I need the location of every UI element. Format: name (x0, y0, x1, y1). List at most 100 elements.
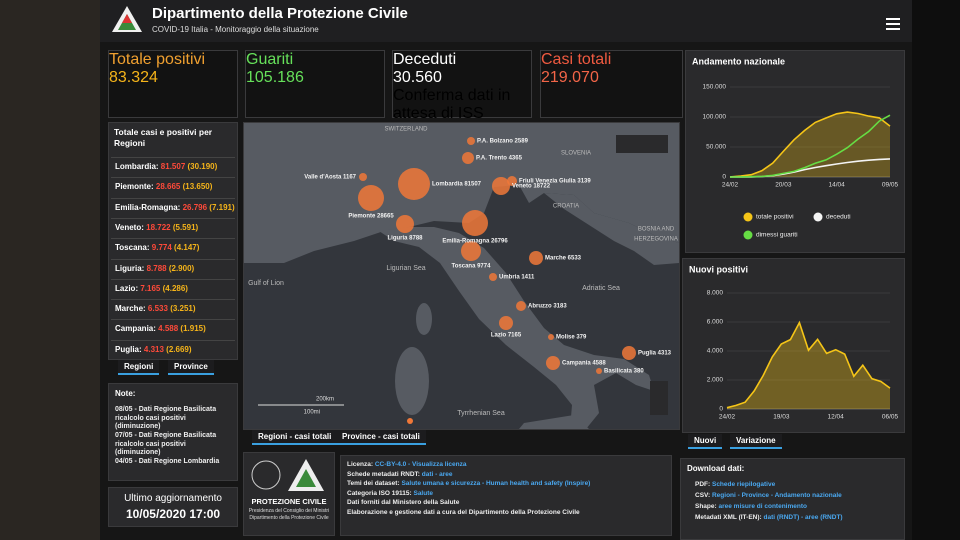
x-tick-label: 24/02 (719, 414, 736, 421)
map[interactable]: SWITZERLAND SLOVENIA CROATIA BOSNIA AND HERZ… (244, 123, 679, 429)
map-place-label: Basilicata 380 (604, 369, 644, 375)
kpi-value: 83.324 (109, 69, 158, 86)
region-name: Lombardia: (115, 162, 159, 171)
region-total: 28.665 (155, 182, 181, 192)
map-area-label: CROATIA (553, 204, 579, 210)
map-area-label: SWITZERLAND (384, 127, 428, 133)
region-row: Campania: 4.588 (1.915) (111, 319, 235, 338)
map-bubble (548, 334, 554, 340)
header-subtitle: COVID-19 Italia - Monitoraggio della sit… (152, 25, 319, 34)
download-line: PDF: Schede riepilogative (695, 481, 900, 488)
kpi-note: Conferma dati in attesa di ISS (393, 87, 511, 122)
region-name: Veneto: (115, 222, 144, 232)
map-place-label: P.A. Bolzano 2589 (477, 139, 529, 145)
map-place-label: Lazio 7165 (491, 333, 522, 339)
region-total: 18.722 (146, 222, 171, 232)
info-label: Elaborazione e gestione dati a cura del … (347, 508, 580, 516)
region-total: 6.533 (147, 304, 168, 314)
map-area-label: SLOVENIA (561, 151, 591, 157)
region-row: Toscana: 9.774 (4.147) (111, 238, 235, 257)
map-bubble (398, 168, 430, 200)
kpi-value: 105.186 (246, 69, 304, 86)
note-item: 08/05 - Dati Regione Basilicata ricalcol… (115, 406, 217, 430)
region-name: Marche: (115, 304, 146, 314)
line-fill (730, 112, 890, 177)
kpi-value: 30.560 (393, 69, 442, 86)
region-total: 8.788 (146, 263, 167, 273)
info-line: Elaborazione e gestione dati a cura del … (347, 509, 667, 516)
region-name: Campania: (115, 324, 156, 334)
map-bubble (492, 177, 510, 195)
map-bubble (596, 368, 602, 374)
region-positive: (7.191) (209, 202, 235, 212)
region-tab: Regioni (118, 360, 160, 375)
download-title: Download dati: (687, 464, 745, 473)
map-area-label: HERZEGOVINA (634, 237, 678, 243)
download-label: Metadati XML (IT-EN): (695, 514, 762, 521)
chart-panel: Nuovi positivi 0 2.000 4.000 6.000 8.000 24/02… (682, 258, 905, 433)
kpi-box: Guariti 105.186 (245, 50, 385, 118)
map-tab: Regioni - casi totali (252, 430, 338, 445)
logo-sub: Presidenza del Consiglio dei Ministri (248, 508, 330, 514)
y-tick-label: 150.000 (703, 84, 727, 91)
x-tick-label: 24/02 (722, 182, 739, 189)
region-row: Lombardia: 81.507 (30.190) (111, 157, 235, 176)
info-label: Schede metadati RNDT: (347, 470, 420, 478)
x-tick-label: 12/04 (828, 414, 845, 421)
region-positive: (30.190) (187, 162, 218, 171)
scale-label: 200km (316, 397, 334, 403)
region-name: Emilia-Romagna: (115, 202, 181, 212)
header: Dipartimento della Protezione Civile COV… (100, 0, 912, 42)
bezel (912, 0, 960, 540)
info-panel: Licenza: CC-BY-4.0 - Visualizza licenza S… (340, 455, 672, 536)
download-panel: Download dati: PDF: Schede riepilogative C… (680, 458, 905, 540)
map-area-label: Gulf of Lion (248, 280, 284, 287)
y-tick-label: 8.000 (707, 290, 724, 297)
info-link: dati - aree (421, 470, 453, 478)
region-total: 26.796 (182, 202, 208, 212)
region-row: Emilia-Romagna: 26.796 (7.191) (111, 197, 235, 217)
region-name: Puglia: (115, 344, 142, 354)
download-link[interactable]: aree misure di contenimento (718, 503, 807, 510)
menu-icon[interactable] (886, 18, 900, 30)
update-panel: Ultimo aggiornamento 10/05/2020 17:00 (108, 487, 238, 527)
region-positive: (3.251) (170, 304, 196, 314)
info-link: CC-BY-4.0 - Visualizza licenza (374, 461, 467, 468)
kpi-label: Deceduti (393, 51, 457, 68)
info-label: Dati forniti dal Ministero della Salute (347, 499, 460, 506)
kpi-value: 219.070 (541, 69, 599, 86)
map-bubble (396, 215, 414, 233)
map-bubble (467, 137, 475, 145)
info-label: Categoria ISO 19115: (347, 489, 412, 497)
map-place-label: Molise 379 (556, 335, 587, 341)
region-positive: (1.915) (180, 324, 206, 334)
zoom-control[interactable] (650, 381, 668, 415)
emblem (251, 460, 281, 490)
map-place-label: Emilia-Romagna 26796 (442, 239, 508, 245)
download-link[interactable]: Regioni - Province - Andamento nazionale (711, 492, 842, 499)
kpi-box: Deceduti 30.560 Conferma dati in attesa di… (392, 50, 532, 122)
kpi-label: Totale positivi (109, 51, 206, 68)
map-place-label: P.A. Trento 4365 (476, 156, 523, 162)
map-bubble (529, 251, 543, 265)
region-title: Totale casi e positivi per Regioni (114, 127, 213, 148)
chart-title: Nuovi positivi (689, 264, 748, 274)
download-link[interactable]: dati (RNDT) - aree (RNDT) (763, 514, 843, 521)
map-place-label: Umbria 1411 (499, 275, 535, 281)
notes-panel: Note: 08/05 - Dati Regione Basilicata ric… (108, 383, 238, 481)
region-positive: (2.900) (168, 263, 195, 273)
chart-panel: Andamento nazionale 0 50.000 100.000 150.000… (685, 50, 905, 253)
download-link[interactable]: Schede riepilogative (711, 481, 776, 488)
x-tick-label: 19/03 (773, 414, 790, 421)
map-tab: Province - casi totali (336, 430, 426, 445)
region-positive: (13.650) (182, 182, 213, 192)
y-tick-label: 4.000 (707, 348, 724, 355)
map-bubble (489, 273, 497, 281)
legend-swatch (743, 212, 753, 222)
map-bubble (622, 346, 636, 360)
y-tick-label: 2.000 (707, 377, 724, 384)
update-value: 10/05/2020 17:00 (125, 507, 221, 521)
legend-label: dimessi guariti (756, 232, 798, 239)
scale-label: 100mi (304, 410, 320, 416)
